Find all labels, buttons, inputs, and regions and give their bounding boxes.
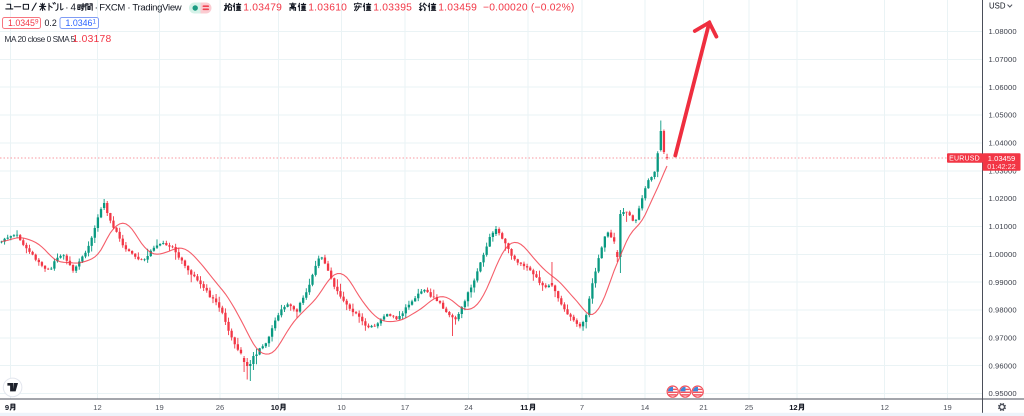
svg-text:FXCM · TradingView: FXCM · TradingView (99, 2, 182, 13)
svg-text:1.03395: 1.03395 (373, 2, 412, 13)
svg-text:1.01000: 1.01000 (989, 222, 1017, 231)
svg-text:21: 21 (699, 403, 707, 412)
svg-text:0.97000: 0.97000 (989, 334, 1017, 343)
svg-text:10: 10 (271, 403, 279, 412)
svg-text:1.04000: 1.04000 (989, 139, 1017, 148)
svg-text:12: 12 (880, 403, 888, 412)
svg-text:1.0345: 1.0345 (8, 18, 35, 28)
svg-text:1.0346: 1.0346 (66, 18, 93, 28)
svg-text:12: 12 (93, 403, 101, 412)
svg-text:0.99000: 0.99000 (989, 278, 1017, 287)
svg-text:1.05000: 1.05000 (989, 111, 1017, 120)
svg-text:1.06000: 1.06000 (989, 83, 1017, 92)
svg-text:7: 7 (580, 403, 584, 412)
svg-text:1.03610: 1.03610 (308, 2, 347, 13)
svg-text:·: · (95, 2, 98, 13)
svg-text:0.96000: 0.96000 (989, 361, 1017, 370)
svg-text:0.95000: 0.95000 (989, 389, 1017, 398)
svg-text:1: 1 (93, 19, 97, 26)
svg-text:10: 10 (337, 403, 345, 412)
svg-text:EURUSD: EURUSD (949, 156, 980, 163)
svg-text:1.00000: 1.00000 (989, 250, 1017, 259)
svg-text:4: 4 (71, 2, 77, 13)
svg-text:1.07000: 1.07000 (989, 55, 1017, 64)
svg-text:USD: USD (989, 1, 1006, 10)
svg-text:−0.00020 (−0.02%): −0.00020 (−0.02%) (483, 2, 575, 13)
svg-text:1.03000: 1.03000 (989, 166, 1017, 175)
svg-text:9: 9 (35, 19, 39, 26)
svg-text:0.98000: 0.98000 (989, 306, 1017, 315)
svg-text:14: 14 (641, 403, 649, 412)
svg-text:1.02000: 1.02000 (989, 194, 1017, 203)
svg-text:01:42:22: 01:42:22 (987, 162, 1015, 171)
svg-text:MA 20 close 0 SMA 5: MA 20 close 0 SMA 5 (5, 34, 76, 44)
svg-text:17: 17 (401, 403, 409, 412)
svg-text:1.03459: 1.03459 (988, 154, 1015, 163)
svg-text:11: 11 (520, 403, 529, 412)
svg-text:1.03479: 1.03479 (243, 2, 282, 13)
svg-text:26: 26 (216, 403, 224, 412)
svg-text:·: · (65, 2, 68, 13)
svg-text:25: 25 (745, 403, 753, 412)
svg-text:1.03178: 1.03178 (73, 34, 112, 45)
svg-text:19: 19 (943, 403, 951, 412)
svg-text:24: 24 (464, 403, 472, 412)
svg-text:1.03459: 1.03459 (438, 2, 477, 13)
svg-text:1.08000: 1.08000 (989, 27, 1017, 36)
svg-text:19: 19 (155, 403, 163, 412)
svg-text:0.2: 0.2 (45, 18, 57, 28)
svg-text:12: 12 (789, 403, 797, 412)
svg-text:9: 9 (5, 403, 9, 412)
